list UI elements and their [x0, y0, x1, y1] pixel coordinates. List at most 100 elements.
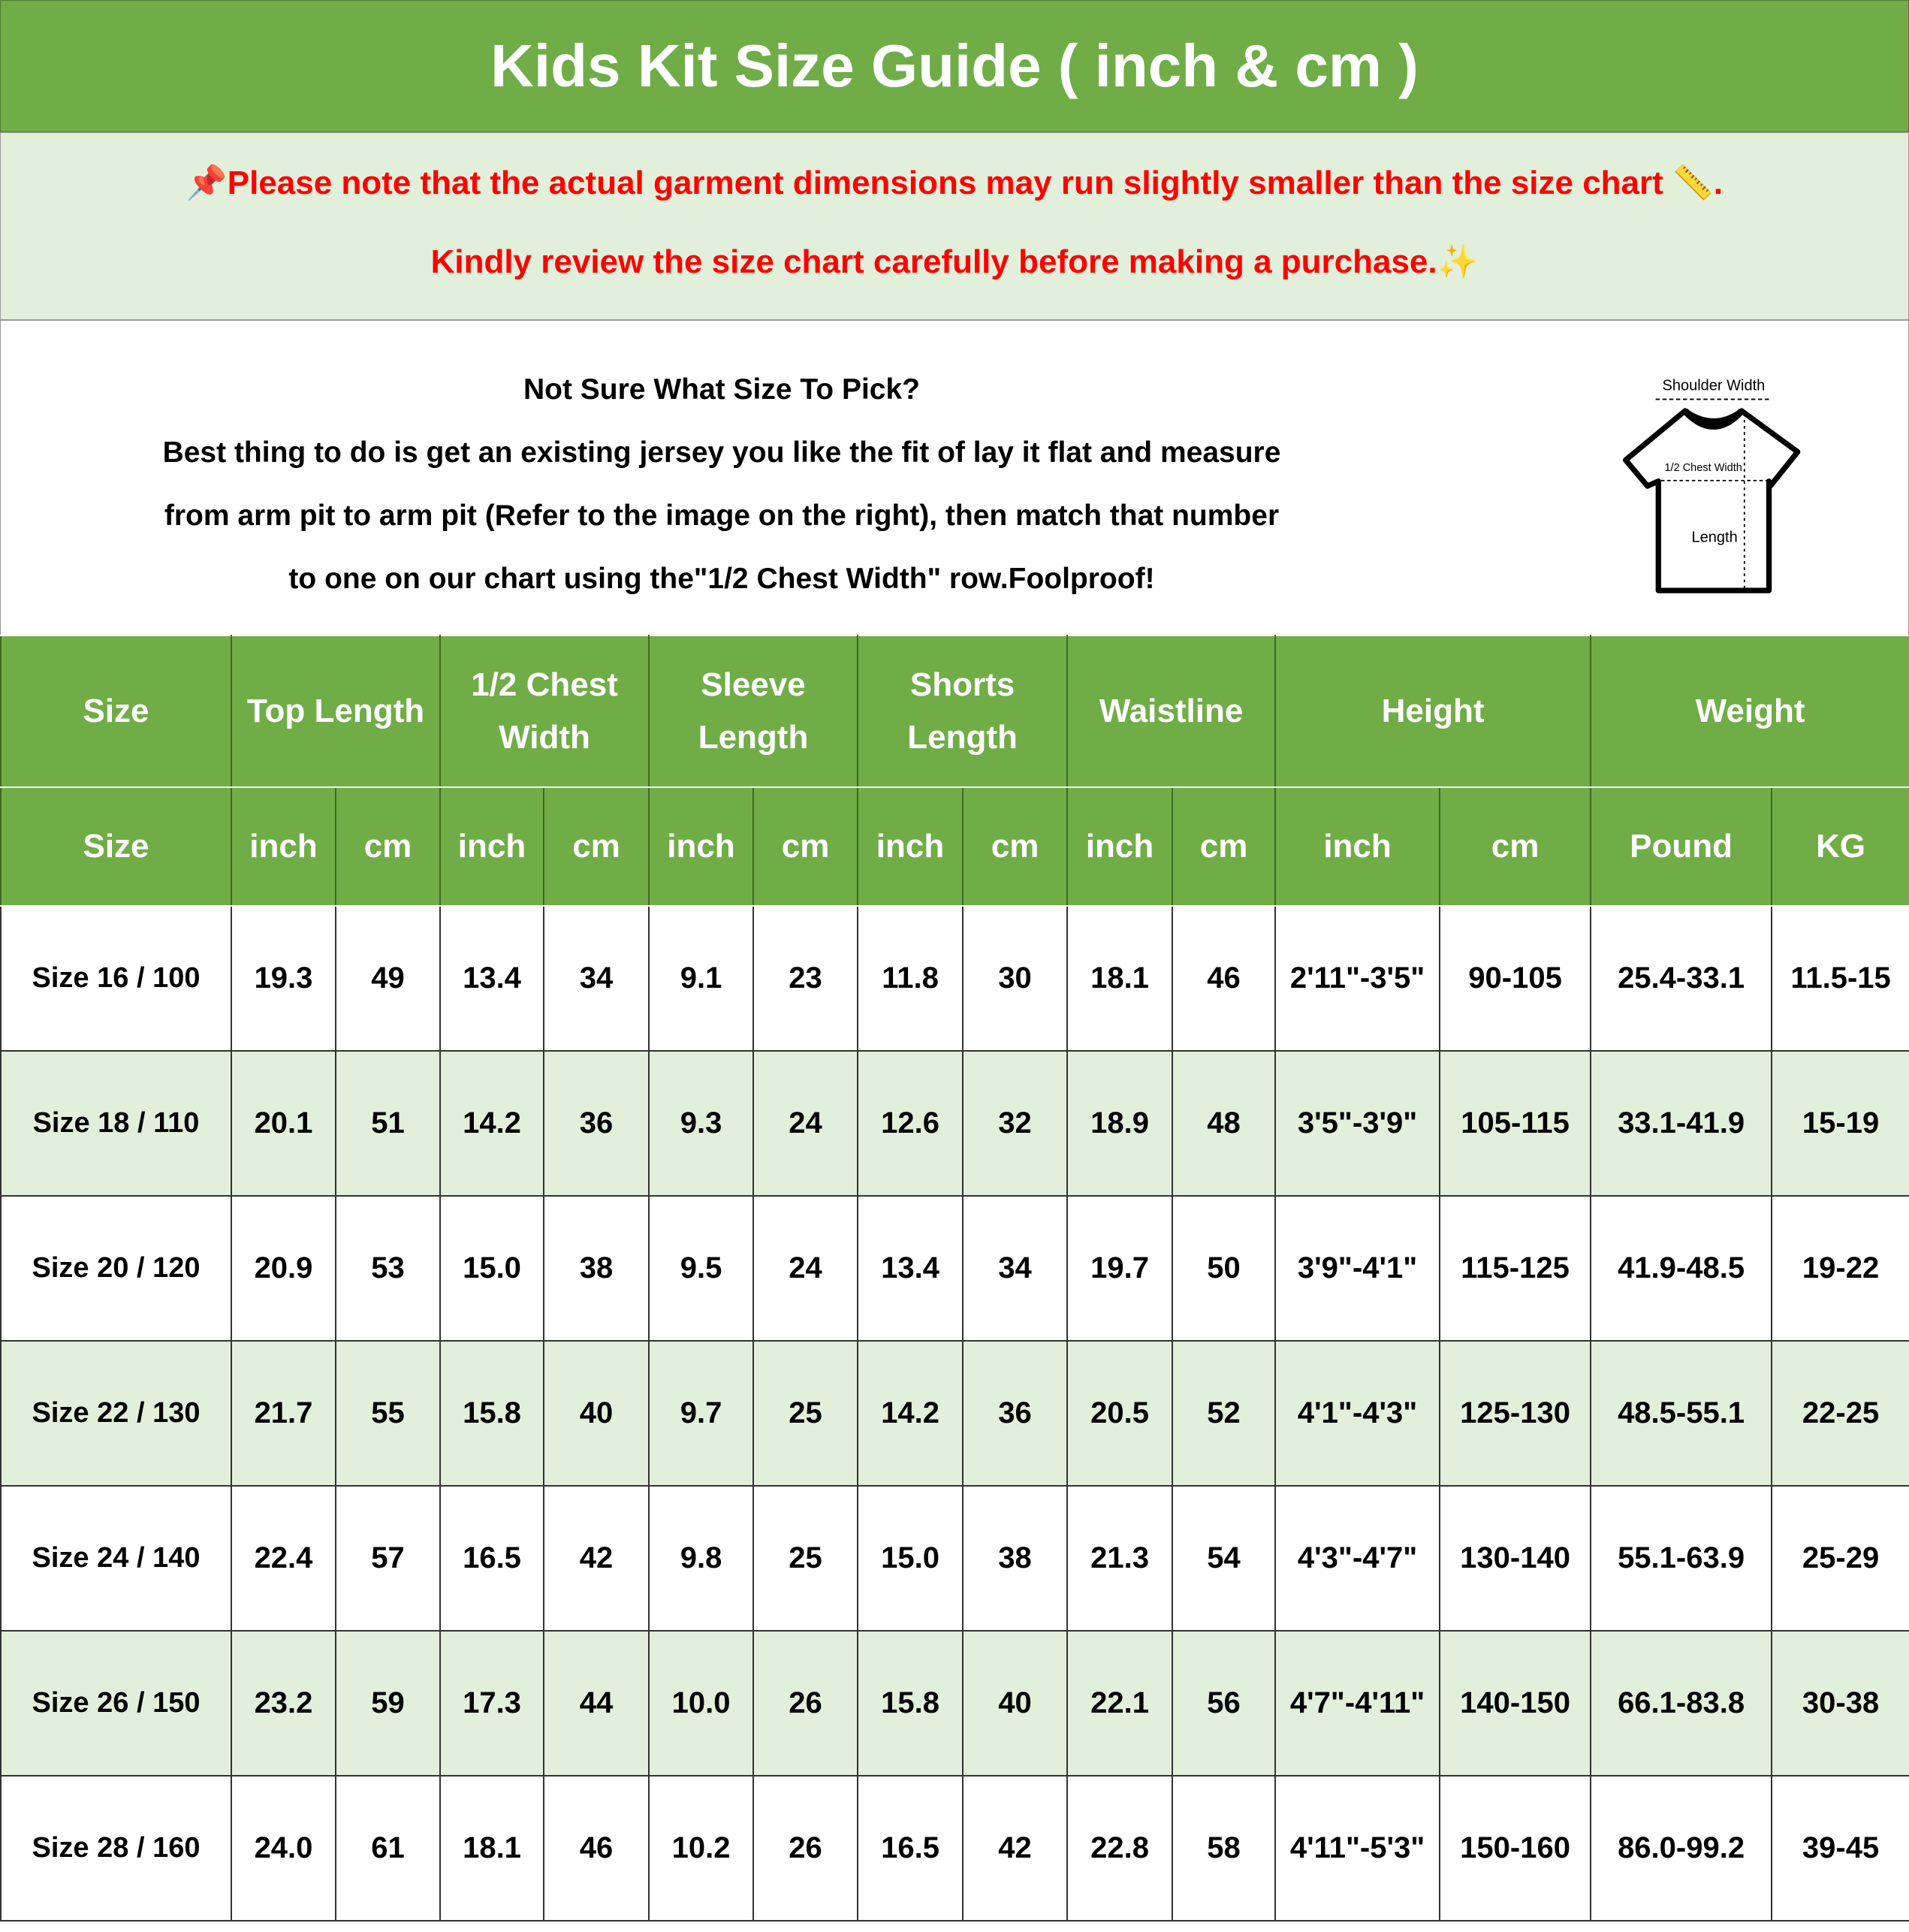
cell-value: 15-19 — [1802, 1106, 1880, 1140]
table-cell: 10.2 — [648, 1775, 755, 1921]
table-cell: 56 — [1172, 1630, 1277, 1777]
cell-value: Size 26 / 150 — [32, 1687, 201, 1719]
unit-header: cm — [1439, 786, 1592, 907]
diagram-length-label: Length — [1692, 530, 1738, 546]
cell-value: 55.1-63.9 — [1618, 1541, 1745, 1574]
cell-value: 18.9 — [1090, 1106, 1149, 1140]
table-cell: 9.8 — [648, 1485, 755, 1632]
table-cell: 15.0 — [439, 1195, 545, 1342]
cell-value: 150-160 — [1460, 1831, 1570, 1864]
cell-value: 26 — [789, 1831, 822, 1864]
table-cell: 15-19 — [1771, 1050, 1909, 1197]
cell-value: 14.2 — [463, 1106, 521, 1140]
unit-header-label: cm — [781, 828, 830, 865]
table-cell: 61 — [334, 1775, 442, 1921]
unit-header-label: Size — [83, 828, 149, 865]
table-cell: 19.7 — [1066, 1195, 1174, 1342]
table-cell: 42 — [543, 1485, 650, 1632]
table-cell: 50 — [1172, 1195, 1277, 1342]
unit-header-row: Size inch cm inch cm inch cm inch cm inch cm inch cm… — [0, 786, 1909, 907]
cell-value: 16.5 — [881, 1831, 939, 1864]
notice-line-1: Please note that the actual garment dime… — [227, 165, 1663, 201]
table-cell: 11.8 — [857, 905, 964, 1052]
cell-value: 18.1 — [463, 1831, 521, 1864]
cell-value: 44 — [579, 1686, 614, 1719]
table-cell: 19.3 — [231, 905, 336, 1052]
cell-value: 26 — [789, 1686, 822, 1719]
cell-value: 19-22 — [1802, 1251, 1880, 1284]
cell-value: 13.4 — [463, 961, 521, 995]
table-cell: 15.8 — [439, 1340, 545, 1487]
cell-value: 21.3 — [1090, 1541, 1149, 1574]
page-title: Kids Kit Size Guide ( inch & cm ) — [0, 0, 1909, 132]
table-cell: 30 — [962, 905, 1069, 1052]
cell-value: 36 — [579, 1106, 614, 1140]
cell-value: 9.8 — [680, 1541, 722, 1574]
cell-value: Size 28 / 160 — [32, 1832, 201, 1864]
cell-value: 15.8 — [463, 1396, 521, 1429]
column-header: Height — [1274, 635, 1592, 788]
table-cell: 22.4 — [231, 1485, 336, 1632]
table-cell: 44 — [543, 1630, 650, 1777]
table-cell: 17.3 — [439, 1630, 545, 1777]
unit-header-label: cm — [1199, 828, 1248, 865]
cell-value: 58 — [1207, 1831, 1241, 1864]
cell-value: 90-105 — [1468, 961, 1562, 995]
table-cell: 24 — [752, 1050, 859, 1197]
table-cell: 4'11"-5'3" — [1274, 1775, 1441, 1921]
cell-value: 11.5-15 — [1790, 961, 1891, 995]
cell-value: 61 — [371, 1831, 405, 1864]
column-header-label: Weight — [1695, 693, 1805, 729]
cell-value: 16.5 — [463, 1541, 521, 1574]
column-header: Size — [0, 635, 232, 788]
table-cell: 36 — [962, 1340, 1069, 1487]
cell-value: 32 — [998, 1106, 1032, 1140]
cell-value: 25 — [789, 1396, 822, 1429]
table-cell: 9.7 — [648, 1340, 755, 1487]
table-cell: Size 24 / 140 — [0, 1485, 232, 1632]
cell-value: 40 — [579, 1396, 614, 1429]
column-header-label: 1/2 Chest Width — [471, 666, 618, 756]
table-cell: 54 — [1172, 1485, 1277, 1632]
cell-value: 19.3 — [254, 961, 313, 995]
table-cell: 48.5-55.1 — [1590, 1340, 1773, 1487]
column-header: Shorts Length — [857, 635, 1069, 788]
table-cell: 15.0 — [857, 1485, 964, 1632]
table-row: Size 18 / 110 20.1 51 14.2 36 9.3 24 12.6 32 18.9… — [0, 1050, 1909, 1197]
cell-value: 41.9-48.5 — [1618, 1251, 1745, 1284]
column-header-label: Sleeve Length — [698, 666, 809, 756]
table-cell: 38 — [543, 1195, 650, 1342]
table-cell: 36 — [543, 1050, 650, 1197]
table-cell: 59 — [334, 1630, 442, 1777]
table-row: Size 24 / 140 22.4 57 16.5 42 9.8 25 15.0 38 21.3… — [0, 1485, 1909, 1632]
info-line-3: to one on our chart using the"1/2 Chest … — [288, 563, 1155, 595]
cell-value: 22.1 — [1090, 1686, 1149, 1719]
cell-value: 21.7 — [254, 1396, 313, 1429]
cell-value: 24.0 — [254, 1831, 313, 1864]
diagram-chest-label: 1/2 Chest Width — [1664, 462, 1742, 474]
table-cell: 3'5"-3'9" — [1274, 1050, 1441, 1197]
unit-header-label: inch — [249, 828, 318, 865]
cell-value: 38 — [998, 1541, 1032, 1574]
cell-value: 48 — [1207, 1106, 1241, 1140]
column-header: Top Length — [230, 635, 442, 788]
cell-value: 10.2 — [671, 1831, 731, 1864]
unit-header-label: cm — [363, 828, 412, 865]
cell-value: 3'5"-3'9" — [1297, 1106, 1418, 1140]
table-cell: 21.3 — [1066, 1485, 1174, 1632]
table-cell: 23 — [752, 905, 859, 1052]
unit-header: inch — [1066, 786, 1174, 907]
table-cell: 39-45 — [1771, 1775, 1909, 1921]
cell-value: 13.4 — [881, 1251, 939, 1284]
table-cell: 66.1-83.8 — [1590, 1630, 1773, 1777]
table-cell: 23.2 — [231, 1630, 336, 1777]
cell-value: 40 — [998, 1686, 1032, 1719]
table-cell: 130-140 — [1439, 1485, 1592, 1632]
cell-value: Size 18 / 110 — [32, 1107, 200, 1139]
table-cell: Size 16 / 100 — [0, 905, 232, 1052]
table-cell: 48 — [1172, 1050, 1277, 1197]
info-line-1: Best thing to do is get an existing jers… — [162, 436, 1281, 469]
table-cell: 25 — [752, 1340, 859, 1487]
table-cell: 20.5 — [1066, 1340, 1174, 1487]
cell-value: 50 — [1207, 1251, 1241, 1284]
